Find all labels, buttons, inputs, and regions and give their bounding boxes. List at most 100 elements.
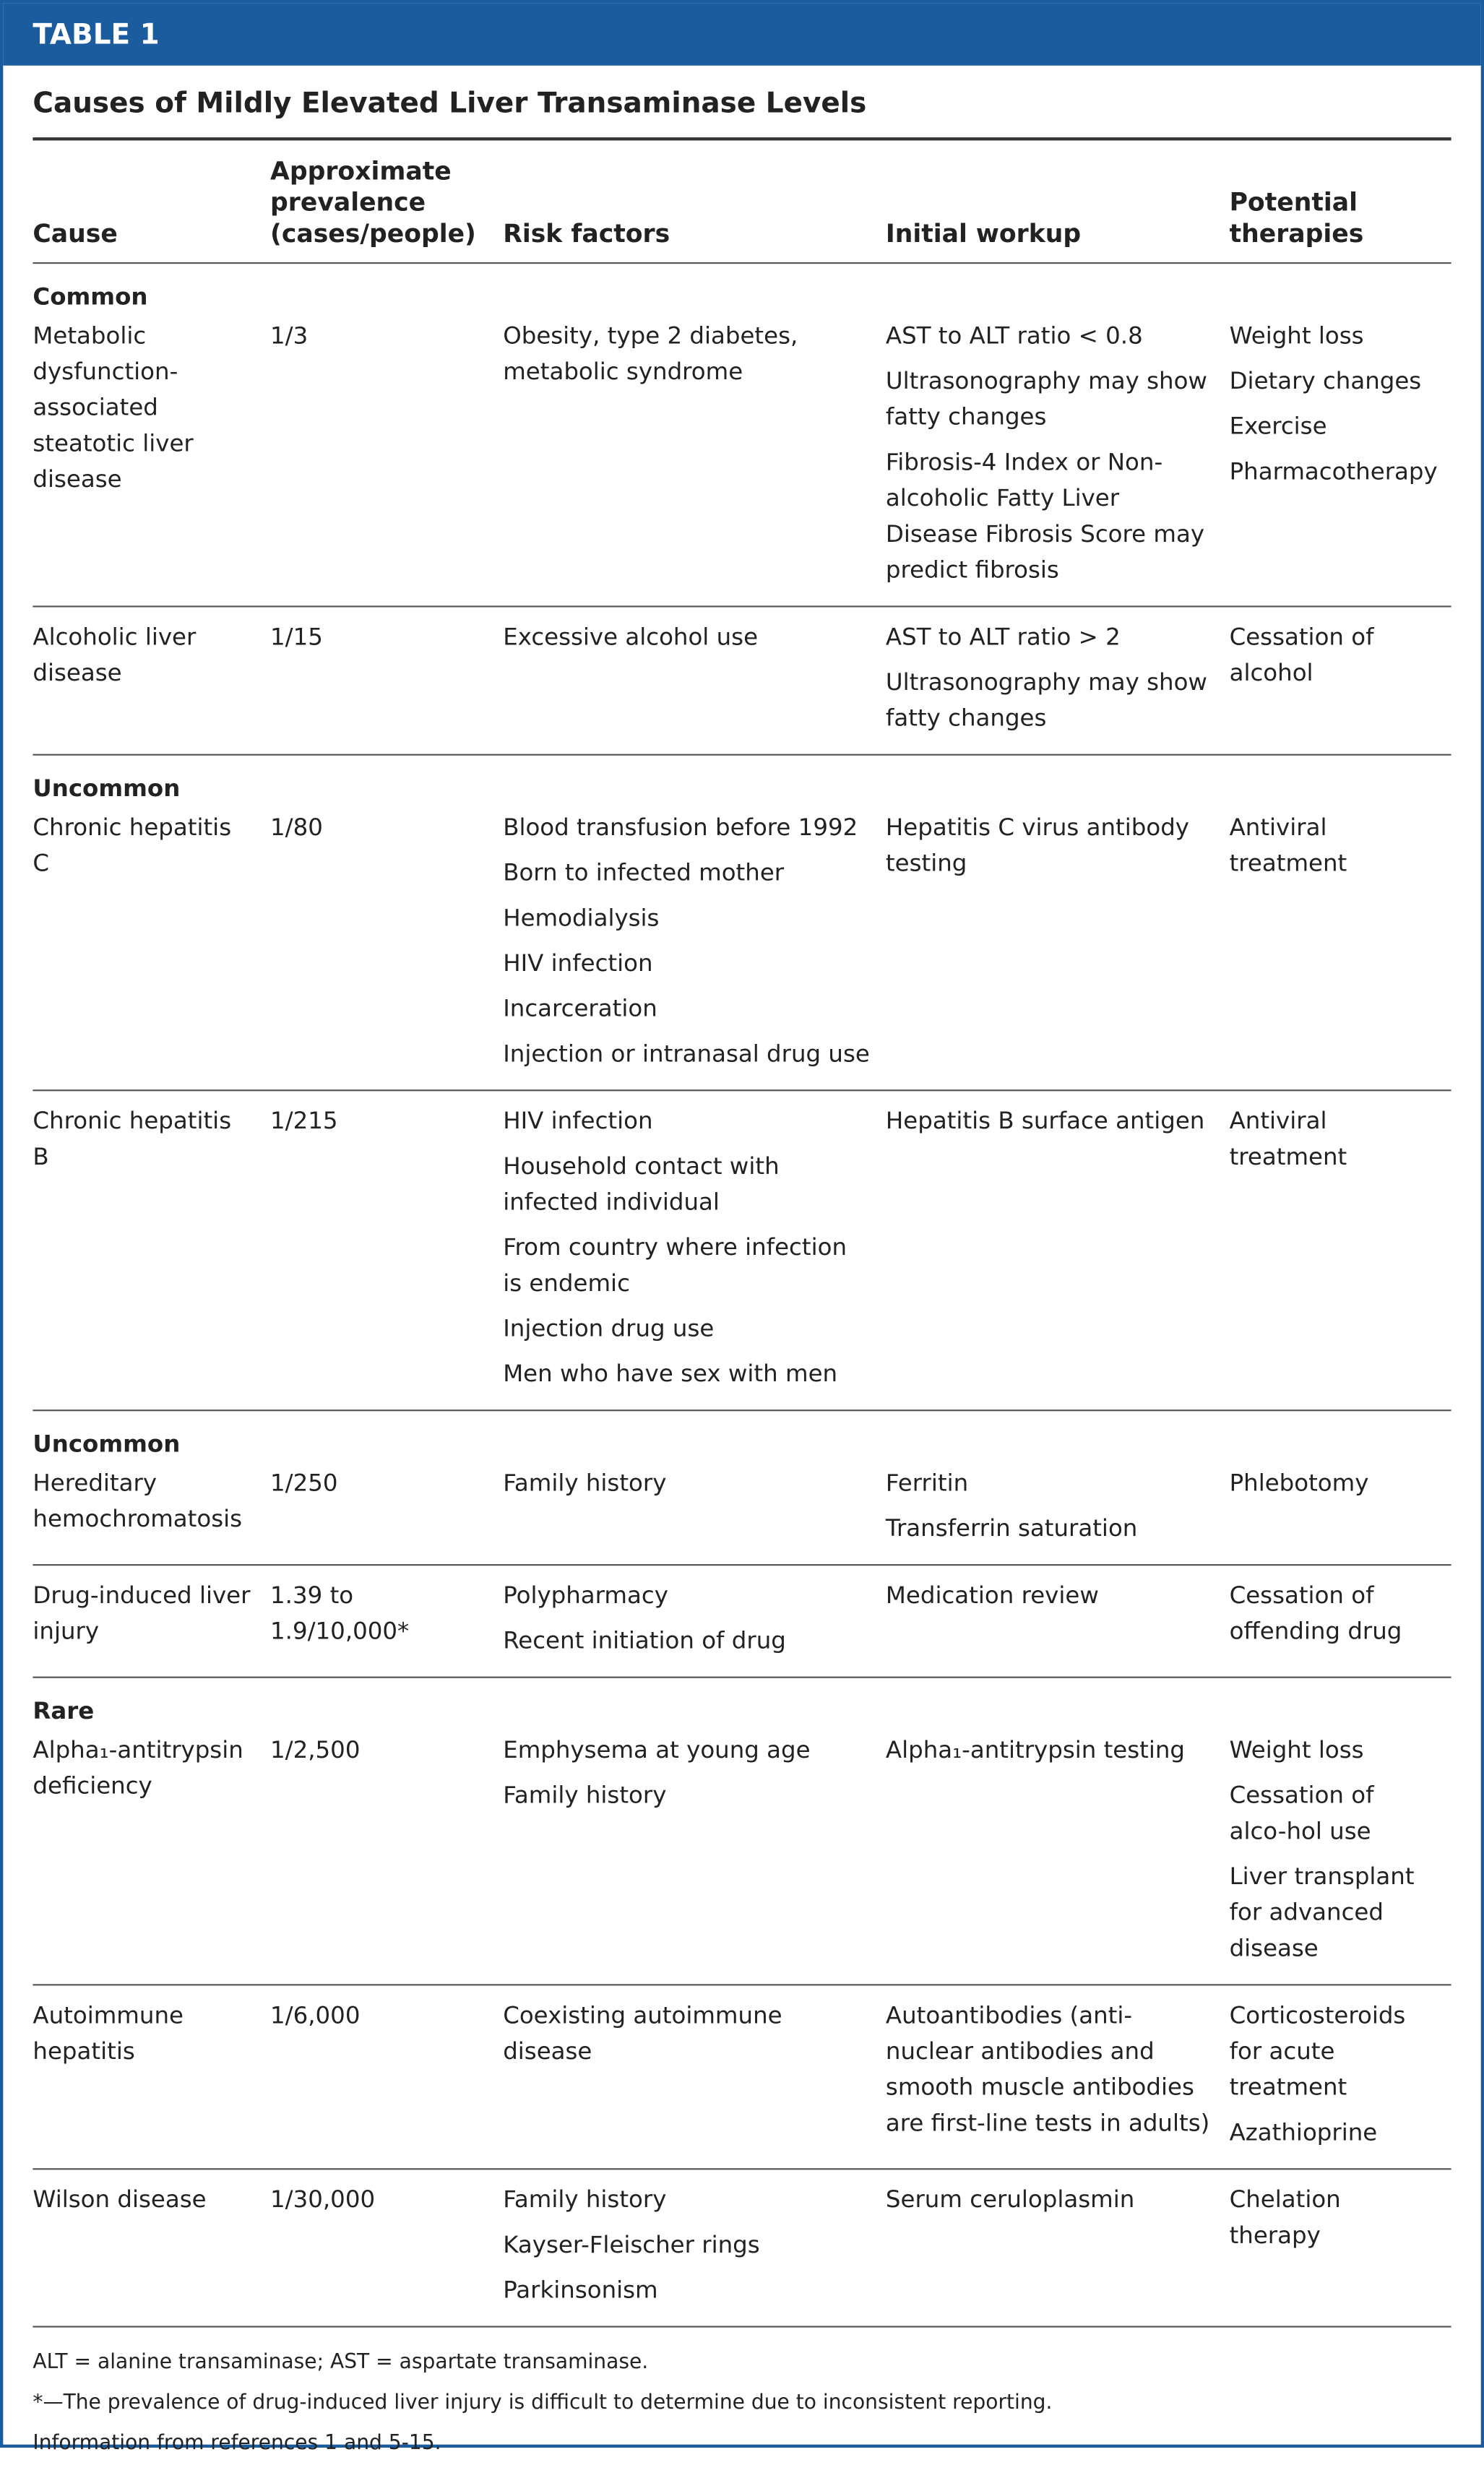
cell-item: Ferritin (885, 1469, 969, 1498)
table-cell: Chronic hepatitis B (33, 1106, 232, 1171)
table-cell: Medication review (886, 1578, 1230, 1659)
table-row: Chronic hepatitis B 1/215 HIV infection Hou… (33, 1091, 1451, 1412)
group-header: Uncommon (33, 774, 181, 803)
cell-item: Weight loss (1229, 321, 1364, 350)
column-header: Cause (33, 218, 118, 249)
cell-item: Alpha₁-antitrypsin testing (885, 1735, 1186, 1764)
cell-item: Serum ceruloplasmin (885, 2185, 1135, 2214)
table-cell: Antiviral treatment (1230, 1104, 1451, 1393)
table-row: Alpha₁-antitrypsin deficiency 1/2,500 Emph… (33, 1730, 1451, 1986)
table-cell: Autoimmune hepatitis (33, 2001, 184, 2065)
cell-item: HIV infection (503, 949, 653, 977)
column-header: Initial workup (885, 218, 1082, 249)
table-cell: 1/80 (270, 813, 323, 842)
cell-item: Transferrin saturation (885, 1514, 1138, 1542)
table-cell: 1/15 (270, 623, 323, 652)
cell-item: Polypharmacy (503, 1581, 668, 1610)
table-row: Chronic hepatitis C 1/80 Blood transfusion… (33, 807, 1451, 1092)
cell-item: Emphysema at young age (503, 1735, 811, 1764)
table-cell: Hereditary hemochromatosis (33, 1469, 243, 1533)
table-cell: HIV infection Household contact with infe… (503, 1104, 886, 1393)
table-cell: Serum ceruloplasmin (886, 2183, 1230, 2309)
table-cell: 1/215 (270, 1106, 338, 1135)
table-cell: Coexisting autoimmune disease (503, 1998, 886, 2151)
table-row: Alcoholic liver disease 1/15 Excessive alc… (33, 608, 1451, 756)
table-cell: Drug-induced liver injury (33, 1581, 251, 1646)
cell-item: Ultrasonography may show fatty changes (885, 366, 1207, 431)
cell-item: Pharmacotherapy (1229, 457, 1438, 485)
table-row: Metabolic dysfunction-associated steatot… (33, 315, 1451, 608)
cell-item: From country where infection is endemic (503, 1232, 847, 1298)
table-cell: Cessation of alcohol (1230, 620, 1451, 737)
table-cell: Metabolic dysfunction-associated steatot… (33, 321, 194, 493)
cell-item: Cessation of offending drug (1229, 1581, 1402, 1646)
cell-item: Autoantibodies (anti-nuclear antibodies … (885, 2001, 1210, 2138)
table-cell: Wilson disease (33, 2185, 207, 2214)
table-cell: Cessation of offending drug (1230, 1578, 1451, 1659)
table-cell: 1.39 to 1.9/10,000* (270, 1581, 410, 1646)
table-cell: Ferritin Transferrin saturation (886, 1466, 1230, 1547)
table-cell: Chronic hepatitis C (33, 813, 232, 878)
table-cell: Alpha₁-antitrypsin testing (886, 1732, 1230, 1967)
group-header: Uncommon (33, 1430, 181, 1459)
table-cell: Hepatitis B surface antigen (886, 1104, 1230, 1393)
footnote: ALT = alanine transaminase; AST = aspart… (33, 2351, 649, 2375)
cell-item: Kayser-Fleischer rings (503, 2230, 760, 2259)
cell-item: Phlebotomy (1229, 1469, 1369, 1498)
cell-item: Family history (503, 1781, 667, 1810)
cell-item: Excessive alcohol use (503, 623, 759, 652)
cell-item: Dietary changes (1229, 366, 1422, 395)
table-cell: 1/250 (270, 1469, 338, 1498)
table-cell: Autoantibodies (anti-nuclear antibodies … (886, 1998, 1230, 2151)
table-cell: Family history (503, 1466, 886, 1547)
table-cell: Blood transfusion before 1992 Born to inf… (503, 810, 886, 1072)
table: Cause Approximate prevalence (cases/peopl… (33, 137, 1451, 2328)
table-cell: Family history Kayser-Fleischer rings Park… (503, 2183, 886, 2309)
table-cell: Hepatitis C virus antibody testing (886, 810, 1230, 1072)
cell-item: AST to ALT ratio < 0.8 (885, 321, 1143, 350)
table-cell: Phlebotomy (1230, 1466, 1451, 1547)
cell-item: Antiviral treatment (1229, 1106, 1347, 1171)
cell-item: Family history (503, 2185, 667, 2214)
cell-item: Azathioprine (1229, 2118, 1378, 2146)
table-cell: Weight loss Cessation of alco-hol use Live… (1230, 1732, 1451, 1967)
cell-item: Hemodialysis (503, 904, 660, 932)
column-header: Risk factors (503, 218, 670, 249)
cell-item: Blood transfusion before 1992 (503, 813, 858, 842)
cell-item: Cessation of alcohol (1229, 623, 1374, 687)
header-row: Cause Approximate prevalence (cases/peopl… (33, 140, 1451, 264)
table-cell: AST to ALT ratio > 2 Ultrasonography may … (886, 620, 1230, 737)
cell-item: Ultrasonography may show fatty changes (885, 668, 1207, 733)
table-cell: 1/6,000 (270, 2001, 361, 2029)
column-header: Potential therapies (1229, 187, 1364, 249)
footnote: Information from references 1 and 5-15. (33, 2432, 441, 2456)
cell-item: Chelation therapy (1229, 2185, 1341, 2250)
cell-item: Recent initiation of drug (503, 1626, 786, 1655)
table-cell: Alcoholic liver disease (33, 623, 197, 687)
table-cell: 1/2,500 (270, 1735, 361, 1764)
cell-item: Liver transplant for advanced disease (1229, 1862, 1415, 1963)
cell-item: Antiviral treatment (1229, 813, 1347, 878)
cell-item: AST to ALT ratio > 2 (885, 623, 1121, 652)
footnote: *—The prevalence of drug-induced liver i… (33, 2391, 1053, 2415)
table-cell: Polypharmacy Recent initiation of drug (503, 1578, 886, 1659)
cell-item: Parkinsonism (503, 2276, 658, 2305)
cell-item: Weight loss (1229, 1735, 1364, 1764)
cell-item: Medication review (885, 1581, 1099, 1610)
cell-item: Hepatitis B surface antigen (885, 1106, 1205, 1135)
footnotes: ALT = alanine transaminase; AST = aspart… (33, 2343, 1451, 2465)
column-header: Approximate prevalence (cases/people) (270, 156, 476, 249)
table-row: Hereditary hemochromatosis 1/250 Family hi… (33, 1463, 1451, 1566)
table-cell: Chelation therapy (1230, 2183, 1451, 2309)
cell-item: Coexisting autoimmune disease (503, 2001, 782, 2065)
table-cell: AST to ALT ratio < 0.8 Ultrasonography ma… (886, 319, 1230, 589)
table-cell: 1/3 (270, 321, 309, 350)
cell-item: Injection or intranasal drug use (503, 1040, 870, 1068)
table-cell: Weight loss Dietary changes Exercise Pharma… (1230, 319, 1451, 589)
cell-item: Born to infected mother (503, 858, 785, 887)
table-cell: Obesity, type 2 diabetes, metabolic synd… (503, 319, 886, 589)
table-cell: Alpha₁-antitrypsin deficiency (33, 1735, 243, 1800)
cell-item: Incarceration (503, 994, 657, 1023)
table-cell: Corticosteroids for acute treatment Azath… (1230, 1998, 1451, 2151)
